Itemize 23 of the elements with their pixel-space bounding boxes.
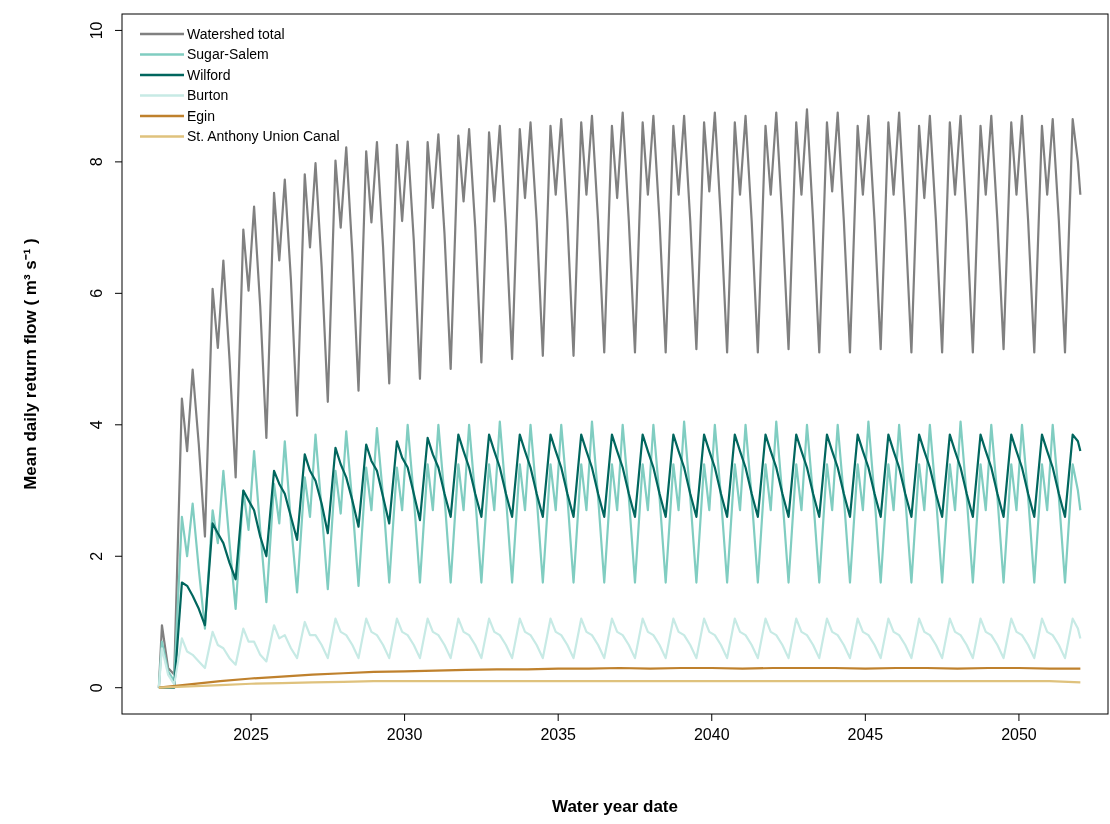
line-series xyxy=(157,617,1082,689)
y-tick-label: 10 xyxy=(88,21,105,40)
y-tick-label: 4 xyxy=(88,420,105,430)
x-tick-label: 2040 xyxy=(693,726,730,743)
x-tick-label: 2025 xyxy=(233,726,269,743)
x-tick-label: 2030 xyxy=(386,726,423,743)
x-tick-label: 2035 xyxy=(540,726,577,743)
legend-label: Sugar-Salem xyxy=(187,46,269,63)
legend-label: St. Anthony Union Canal xyxy=(187,128,340,145)
legend-label: Watershed total xyxy=(187,25,285,42)
y-tick-label: 6 xyxy=(88,288,105,298)
x-tick-label: 2050 xyxy=(1001,726,1037,743)
legend-label: Egin xyxy=(187,107,216,124)
y-tick-label: 2 xyxy=(88,551,105,561)
y-tick-label: 0 xyxy=(88,683,105,693)
legend-label: Burton xyxy=(187,87,229,104)
legend-label: Wilford xyxy=(187,66,231,83)
x-axis-title: Water year date xyxy=(552,797,678,816)
y-axis-title: Mean daily return flow ( m³ s⁻¹ ) xyxy=(21,238,40,490)
y-tick-label: 8 xyxy=(88,157,105,167)
line-series xyxy=(157,680,1082,689)
line-series xyxy=(157,666,1082,689)
x-tick-label: 2045 xyxy=(847,726,884,743)
